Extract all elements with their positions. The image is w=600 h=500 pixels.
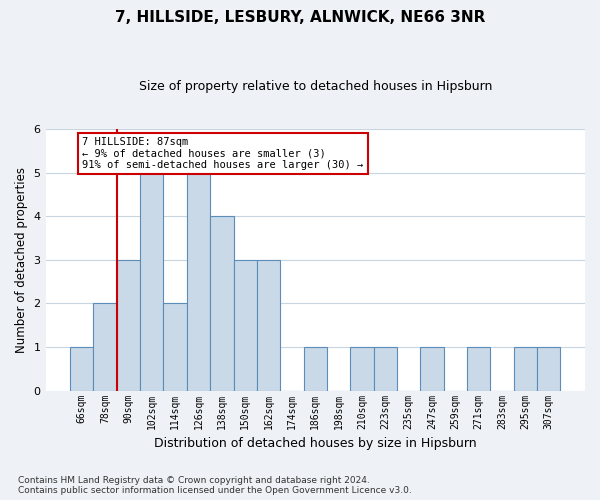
Bar — [304, 347, 327, 391]
Bar — [467, 347, 490, 391]
X-axis label: Distribution of detached houses by size in Hipsburn: Distribution of detached houses by size … — [154, 437, 476, 450]
Bar — [537, 347, 560, 391]
Bar — [233, 260, 257, 390]
Bar — [163, 304, 187, 390]
Y-axis label: Number of detached properties: Number of detached properties — [15, 167, 28, 353]
Text: Contains HM Land Registry data © Crown copyright and database right 2024.
Contai: Contains HM Land Registry data © Crown c… — [18, 476, 412, 495]
Title: Size of property relative to detached houses in Hipsburn: Size of property relative to detached ho… — [139, 80, 492, 93]
Bar — [350, 347, 374, 391]
Bar — [117, 260, 140, 390]
Bar — [187, 172, 210, 390]
Bar — [421, 347, 444, 391]
Bar — [140, 172, 163, 390]
Bar — [70, 347, 94, 391]
Text: 7 HILLSIDE: 87sqm
← 9% of detached houses are smaller (3)
91% of semi-detached h: 7 HILLSIDE: 87sqm ← 9% of detached house… — [82, 136, 364, 170]
Bar — [94, 304, 117, 390]
Bar — [257, 260, 280, 390]
Bar — [514, 347, 537, 391]
Bar — [374, 347, 397, 391]
Text: 7, HILLSIDE, LESBURY, ALNWICK, NE66 3NR: 7, HILLSIDE, LESBURY, ALNWICK, NE66 3NR — [115, 10, 485, 25]
Bar — [210, 216, 233, 390]
